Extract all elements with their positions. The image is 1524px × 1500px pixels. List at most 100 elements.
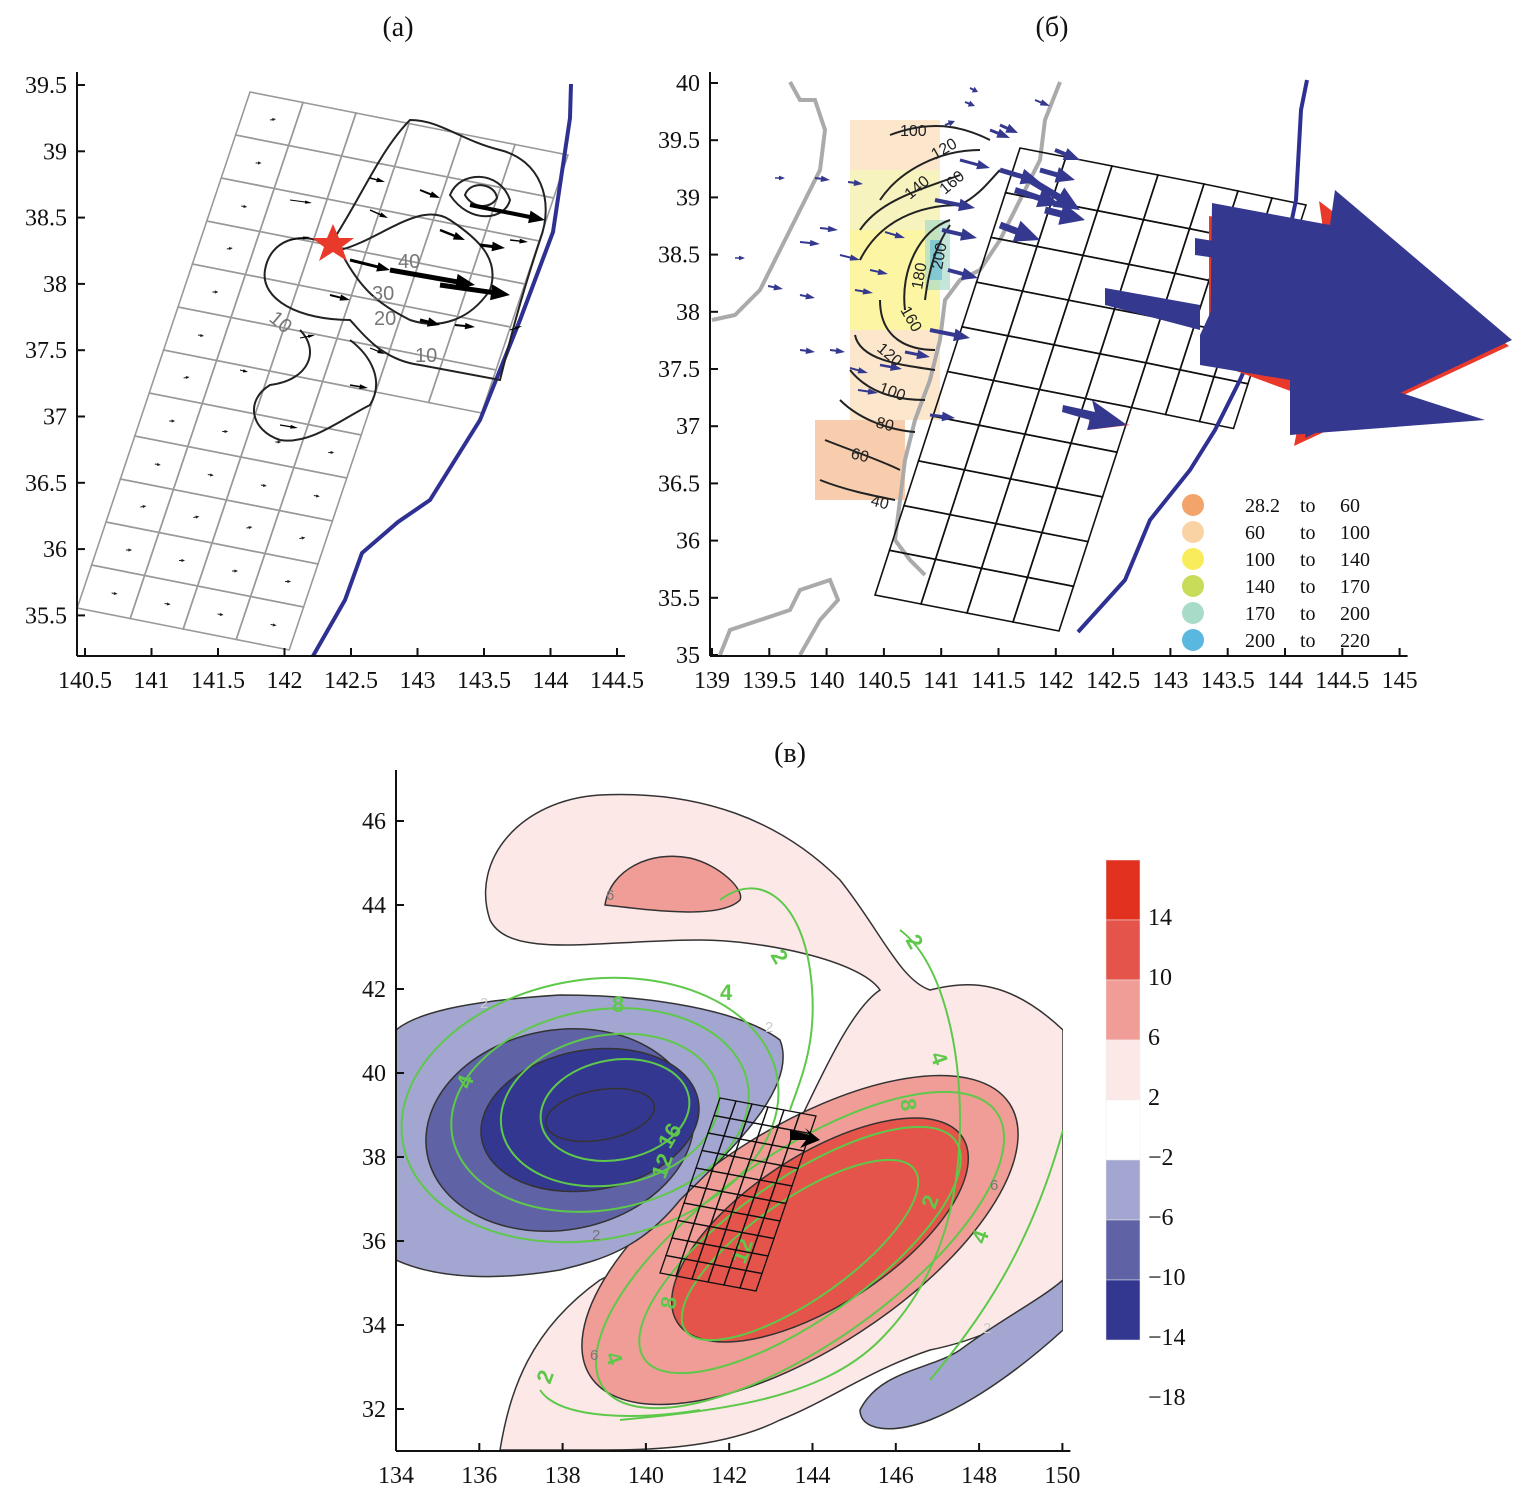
displacement-arrow-icon xyxy=(179,558,185,563)
grid-cell xyxy=(1021,245,1085,302)
displacement-arrow-icon xyxy=(989,128,1010,138)
x-tick-label: 136 xyxy=(461,1463,497,1489)
displacement-arrow-icon xyxy=(389,267,476,290)
contour-label: 2 xyxy=(592,1227,600,1244)
grid-cell xyxy=(1084,352,1148,409)
contour-label: 8 xyxy=(612,992,624,1017)
displacement-arrow-icon xyxy=(929,411,956,422)
colorbar-tick-label: 10 xyxy=(1148,965,1172,991)
displacement-arrow-icon xyxy=(884,231,906,239)
displacement-arrow-icon xyxy=(217,612,224,616)
contour-label: 2 xyxy=(480,995,488,1012)
y-tick-label: 36 xyxy=(676,529,700,555)
grid-cell xyxy=(1006,290,1070,346)
x-tick-label: 142.5 xyxy=(324,668,378,694)
y-tick-label: 38.5 xyxy=(658,243,700,269)
displacement-arrow-icon xyxy=(934,198,976,212)
grid-cell xyxy=(977,379,1041,436)
displacement-arrow-icon xyxy=(479,241,506,252)
colorbar-segment xyxy=(1105,1159,1141,1221)
legend-swatch xyxy=(1182,521,1204,543)
contour-label: 30 xyxy=(372,283,394,305)
panel-a-contour-labels: 40 30 20 10 10 xyxy=(265,251,437,367)
displacement-arrow-icon xyxy=(369,209,389,218)
displacement-arrow-icon xyxy=(1039,167,1076,183)
legend-label: to xyxy=(1300,576,1316,598)
y-tick-label: 37 xyxy=(43,405,67,431)
y-tick-label: 35 xyxy=(676,643,700,669)
displacement-arrow-icon xyxy=(255,161,262,165)
legend-label: 200 xyxy=(1245,630,1275,652)
intensity-patch xyxy=(930,240,942,280)
contour-label: 4 xyxy=(720,980,733,1005)
contour-label: 40 xyxy=(398,251,420,273)
displacement-arrow-icon xyxy=(454,322,475,330)
displacement-arrow-icon xyxy=(999,123,1019,133)
contour-label: 2 xyxy=(983,1320,991,1337)
x-tick-label: 142.5 xyxy=(1086,668,1140,694)
legend-swatch xyxy=(1182,548,1204,570)
colorbar-segment xyxy=(1105,919,1141,981)
legend-label: to xyxy=(1300,630,1316,652)
contour-label: 6 xyxy=(590,1347,598,1364)
panel-b-axes: 139 139.5 140 140.5 141 141.5 142 142.5 143 143.5… xyxy=(658,71,1418,694)
displacement-arrow-icon xyxy=(349,258,390,272)
y-tick-label: 38 xyxy=(676,300,700,326)
displacement-arrow-icon xyxy=(183,376,190,380)
y-tick-label: 38 xyxy=(43,272,67,298)
x-tick-label: 143.5 xyxy=(1201,668,1255,694)
y-tick-label: 37.5 xyxy=(658,357,700,383)
x-tick-label: 143 xyxy=(400,668,436,694)
grid-cell xyxy=(1052,299,1116,355)
displacement-arrow-icon xyxy=(299,536,306,540)
grid-cell xyxy=(948,468,1012,525)
displacement-arrow-icon xyxy=(439,228,465,240)
grid-cell xyxy=(129,574,199,630)
panel-b: (б) 100 120 140 160 180 200 160 1 xyxy=(658,12,1512,694)
panel-a-contours xyxy=(253,118,547,442)
contour-label: 20 xyxy=(374,308,396,330)
colorbar-tick-label: 6 xyxy=(1148,1025,1160,1051)
displacement-arrow-icon xyxy=(193,515,200,519)
x-tick-label: 139 xyxy=(694,668,730,694)
displacement-arrow-icon xyxy=(289,199,313,204)
x-tick-label: 142 xyxy=(711,1463,747,1489)
x-tick-label: 134 xyxy=(378,1463,414,1489)
legend-swatch xyxy=(1182,494,1204,516)
displacement-arrow-icon xyxy=(197,333,205,337)
panel-b-title: (б) xyxy=(1036,12,1069,43)
displacement-arrow-icon xyxy=(735,255,745,261)
x-tick-label: 140.5 xyxy=(857,668,911,694)
panel-a-title: (а) xyxy=(382,12,413,43)
y-tick-label: 44 xyxy=(362,893,386,919)
displacement-arrow-icon xyxy=(246,526,253,530)
displacement-arrow-icon xyxy=(1034,99,1051,106)
displacement-arrow-icon xyxy=(111,591,118,595)
colorbar-segment xyxy=(1105,1099,1141,1161)
displacement-arrow-icon xyxy=(140,505,147,509)
panel-c-colorbar: 14 10 6 2 −2 −6 −10 −14 −18 xyxy=(1105,859,1186,1411)
grid-cell xyxy=(1026,531,1090,588)
displacement-arrow-icon xyxy=(941,228,977,241)
x-tick-label: 144 xyxy=(533,668,569,694)
displacement-arrow-icon xyxy=(260,483,267,487)
contour-label: 10 xyxy=(415,345,437,367)
x-tick-label: 146 xyxy=(878,1463,914,1489)
grid-cell xyxy=(1040,486,1104,543)
legend-label: 170 xyxy=(1245,603,1275,625)
x-tick-label: 144.5 xyxy=(1315,668,1369,694)
displacement-arrow-icon xyxy=(767,284,783,291)
displacement-arrow-icon xyxy=(329,294,350,301)
y-tick-label: 35.5 xyxy=(25,603,67,629)
displacement-arrow-icon xyxy=(164,602,171,606)
x-tick-label: 139.5 xyxy=(742,668,796,694)
displacement-arrow-icon xyxy=(285,579,291,584)
x-tick-label: 138 xyxy=(545,1463,581,1489)
panel-b-displacement-arrows xyxy=(735,86,1085,422)
displacement-arrow-icon xyxy=(241,204,248,208)
contour-label: 200 xyxy=(929,241,950,270)
colorbar-tick-label: −6 xyxy=(1148,1205,1174,1231)
displacement-arrow-icon xyxy=(814,175,830,182)
colorbar-tick-label: 2 xyxy=(1148,1085,1160,1111)
